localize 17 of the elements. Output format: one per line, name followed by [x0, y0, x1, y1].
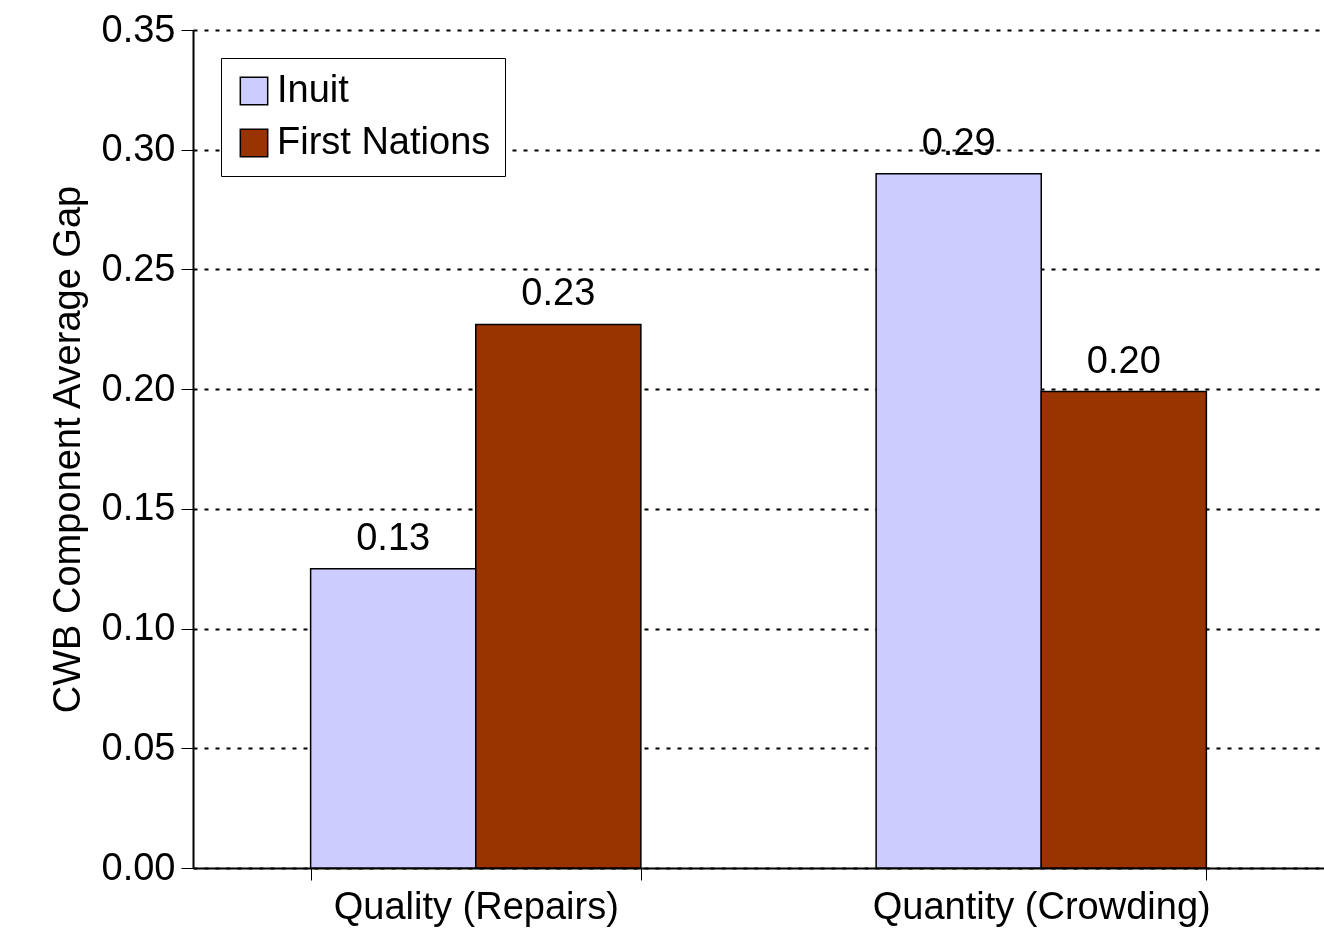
y-tick-label: 0.25	[101, 246, 176, 289]
y-tick-label: 0.20	[101, 366, 176, 409]
data-label: 0.23	[521, 271, 596, 314]
x-tick-label: Quantity (Crowding)	[872, 884, 1211, 927]
y-axis-title: CWB Component Average Gap	[45, 185, 88, 714]
y-tick-label: 0.15	[101, 486, 176, 529]
x-tick-label: Quality (Repairs)	[333, 884, 619, 927]
legend-label: Inuit	[277, 68, 350, 110]
y-tick-label: 0.05	[101, 725, 176, 768]
y-tick-label: 0.35	[101, 7, 176, 50]
y-tick-label: 0.30	[101, 127, 176, 170]
data-label: 0.29	[921, 120, 996, 163]
data-label: 0.20	[1086, 338, 1161, 381]
y-tick-label: 0.00	[101, 845, 176, 888]
legend-label: First Nations	[277, 120, 491, 162]
y-tick-label: 0.10	[101, 606, 176, 649]
data-label: 0.13	[356, 515, 431, 558]
